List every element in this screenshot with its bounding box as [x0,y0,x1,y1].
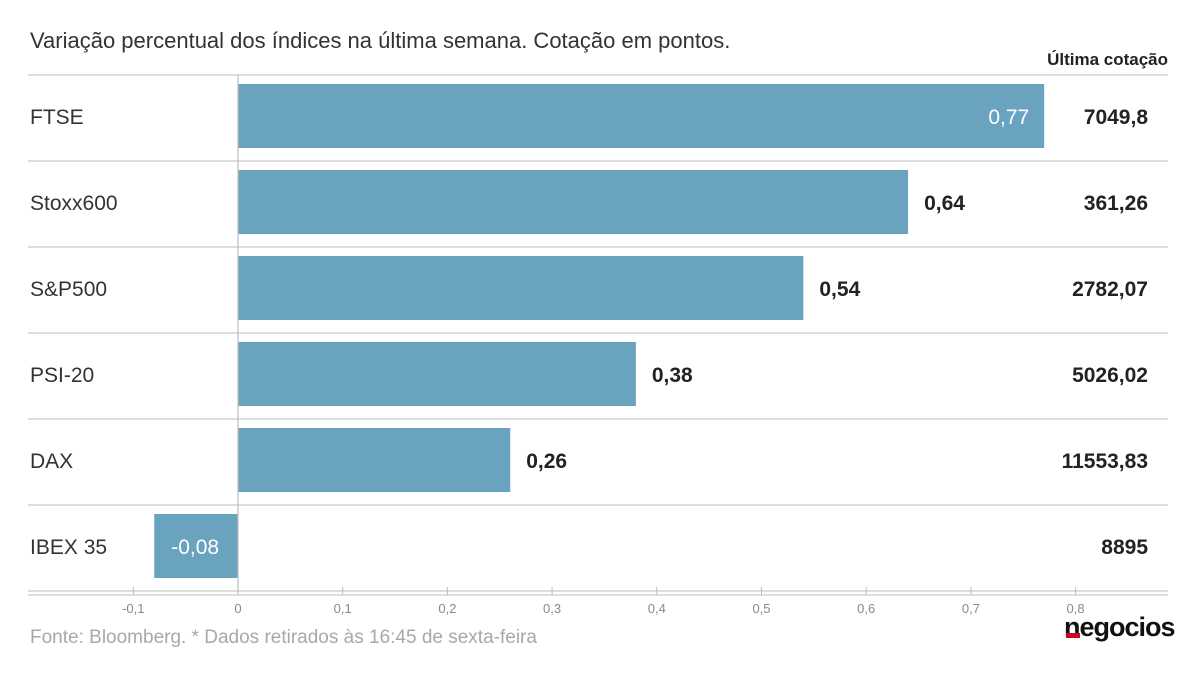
bar [238,428,511,492]
category-label: S&P500 [30,278,107,301]
x-tick-label: -0,1 [122,601,144,616]
chart-subtitle: Variação percentual dos índices na últim… [30,28,731,53]
negocios-logo: negocios [1064,612,1176,642]
last-quote-value: 8895 [1101,536,1148,559]
bar-value-label: 0,77 [988,106,1029,129]
bar [238,256,804,320]
bar [238,342,636,406]
last-quote-value: 361,26 [1084,192,1148,215]
category-label: IBEX 35 [30,536,107,559]
category-label: Stoxx600 [30,192,118,215]
bar-value-label: 0,38 [652,364,693,387]
x-tick-label: 0,1 [334,601,352,616]
x-tick-label: 0,6 [857,601,875,616]
bar-value-label: 0,54 [819,278,860,301]
bar-value-label: -0,08 [171,536,219,559]
last-quote-header: Última cotação [1047,50,1168,69]
bar [238,84,1045,148]
bar-value-label: 0,64 [924,192,965,215]
bar-value-label: 0,26 [526,450,567,473]
last-quote-value: 5026,02 [1072,364,1148,387]
bar [238,170,909,234]
x-tick-label: 0,7 [962,601,980,616]
x-tick-label: 0,3 [543,601,561,616]
x-tick-label: 0,2 [438,601,456,616]
x-tick-label: 0 [234,601,241,616]
category-label: DAX [30,450,73,473]
last-quote-value: 11553,83 [1062,450,1148,473]
last-quote-value: 2782,07 [1072,278,1148,301]
category-label: FTSE [30,106,84,129]
last-quote-value: 7049,8 [1084,106,1149,129]
bar [154,514,238,578]
x-tick-label: 0,8 [1067,601,1085,616]
category-label: PSI-20 [30,364,94,387]
source-note: Fonte: Bloomberg. * Dados retirados às 1… [30,627,537,648]
x-tick-label: 0,4 [648,601,666,616]
x-tick-label: 0,5 [752,601,770,616]
